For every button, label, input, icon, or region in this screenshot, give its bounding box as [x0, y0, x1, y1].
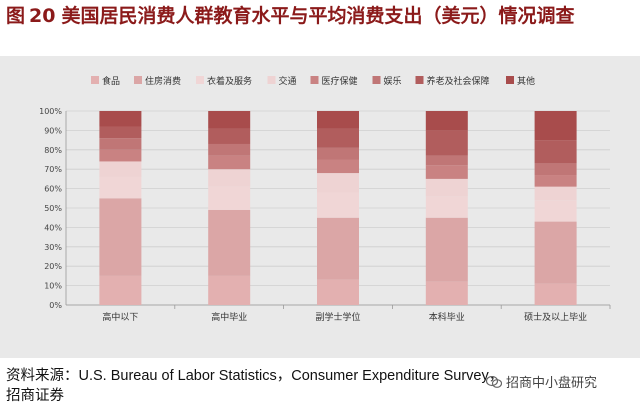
bar-segment — [99, 275, 142, 305]
bar-segment — [534, 283, 577, 305]
x-tick-label: 本科毕业 — [429, 311, 465, 323]
x-tick-label: 副学士学位 — [315, 311, 360, 323]
legend-label: 食品 — [102, 75, 120, 87]
bar-segment — [317, 159, 359, 174]
legend-swatch — [310, 76, 319, 84]
legend-label: 住房消费 — [145, 75, 181, 87]
legend-swatch — [372, 76, 381, 84]
source-text: U.S. Bureau of Labor Statistics，Consumer… — [78, 368, 504, 384]
figure-title-text: 美国居民消费人群教育水平与平均消费支出（美元）情况调查 — [61, 5, 575, 27]
y-tick-label: 0% — [49, 301, 62, 310]
bar-segment — [99, 161, 142, 177]
bar-segment — [208, 128, 251, 144]
y-tick-label: 50% — [44, 204, 62, 213]
bar-segment — [208, 275, 251, 305]
bar-segment — [317, 217, 359, 280]
y-tick-label: 90% — [44, 126, 62, 135]
bar-segment — [425, 178, 468, 197]
bar-segment — [99, 176, 142, 199]
wechat-icon — [486, 376, 502, 388]
bar-segment — [317, 147, 359, 160]
source-label: 资料来源： — [6, 368, 79, 384]
legend-label: 交通 — [279, 75, 297, 87]
bar-segment — [317, 192, 359, 218]
x-tick-label: 硕士及以上毕业 — [524, 311, 587, 323]
source-note: 资料来源：U.S. Bureau of Labor Statistics，Con… — [6, 366, 566, 406]
legend-swatch — [196, 76, 204, 84]
bar-segment — [425, 196, 468, 218]
bar-segment — [425, 217, 468, 282]
bar-segment — [99, 138, 142, 150]
y-tick-label: 10% — [44, 282, 62, 291]
bar-segment — [534, 221, 577, 284]
footer: 资料来源：U.S. Bureau of Labor Statistics，Con… — [0, 360, 640, 412]
legend-label: 医疗保健 — [322, 75, 358, 87]
bar-segment — [99, 198, 142, 276]
bar-segment — [208, 186, 251, 210]
y-tick-label: 100% — [39, 107, 62, 116]
bar-segment — [317, 173, 359, 193]
legend-swatch — [267, 76, 276, 84]
legend-label: 衣着及服务 — [207, 75, 252, 87]
bar-segment — [99, 111, 142, 127]
watermark: 招商中小盘研究 — [486, 372, 597, 391]
y-tick-label: 70% — [44, 165, 62, 174]
x-tick-label: 高中以下 — [102, 311, 138, 323]
bar-segment — [534, 111, 577, 141]
y-tick-label: 40% — [44, 223, 62, 232]
bar-segment — [534, 163, 577, 176]
y-tick-label: 60% — [44, 185, 62, 194]
bar-segment — [534, 200, 577, 222]
bar-segment — [208, 155, 251, 170]
bar-segment — [99, 126, 142, 139]
legend-swatch — [134, 76, 142, 84]
legend-swatch — [415, 76, 424, 84]
legend-label: 养老及社会保障 — [427, 75, 490, 87]
watermark-text: 招商中小盘研究 — [506, 376, 598, 391]
bar-segment — [317, 128, 359, 148]
stacked-bar-chart: 食品 住房消费 衣着及服务 交通 医疗保健 娱乐 养老及社会保障 其他 0% 10% 20% 30% 4… — [39, 75, 611, 323]
x-tick-label: 高中毕业 — [211, 311, 247, 323]
bar-segment — [208, 169, 251, 187]
bar-segment — [425, 165, 468, 179]
bar-segment — [534, 140, 577, 164]
figure-number: 20 — [29, 5, 56, 27]
bar-segment — [317, 279, 359, 305]
bar-segment — [425, 130, 468, 156]
bar-segment — [99, 149, 142, 162]
legend-label: 娱乐 — [384, 75, 402, 87]
legend-swatch — [91, 76, 99, 84]
chart-panel: 食品 住房消费 衣着及服务 交通 医疗保健 娱乐 养老及社会保障 其他 0% 10% 20% 30% 4… — [0, 56, 640, 358]
legend-label: 其他 — [517, 75, 535, 87]
source-org: 招商证券 — [6, 388, 64, 404]
y-tick-label: 20% — [44, 262, 62, 271]
bar-segment — [317, 111, 359, 129]
bar-segment — [208, 209, 251, 276]
y-tick-label: 30% — [44, 243, 62, 252]
bar-segment — [208, 143, 251, 156]
bar-segment — [425, 155, 468, 166]
bar-segment — [534, 175, 577, 187]
bar-segment — [534, 186, 577, 201]
bar-segment — [425, 111, 468, 131]
bar-segment — [425, 281, 468, 305]
figure-label: 图 — [6, 5, 26, 27]
y-tick-label: 80% — [44, 146, 62, 155]
legend-swatch — [506, 76, 514, 84]
chart-title: 图 20 美国居民消费人群教育水平与平均消费支出（美元）情况调查 — [6, 4, 634, 29]
bar-segment — [208, 111, 251, 129]
